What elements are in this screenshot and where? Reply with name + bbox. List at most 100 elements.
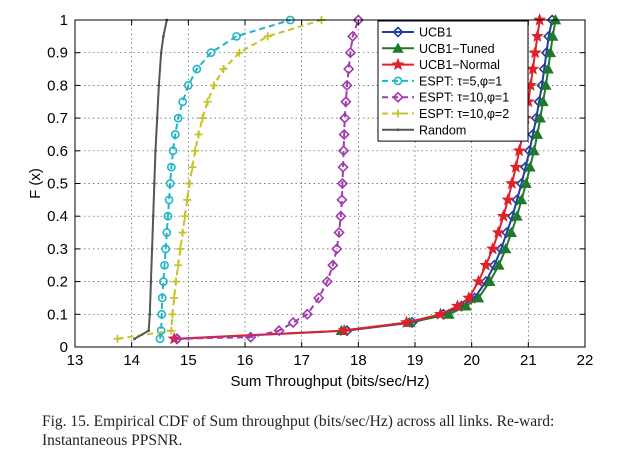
marker-shape bbox=[340, 96, 352, 108]
legend-marker bbox=[393, 76, 403, 86]
marker-shape bbox=[460, 300, 472, 311]
series-3-point bbox=[166, 162, 176, 172]
legend-label: Random bbox=[419, 123, 466, 137]
series-3-point bbox=[162, 228, 172, 237]
series-3-point bbox=[168, 146, 178, 156]
series-5-point bbox=[183, 195, 192, 204]
marker-shape bbox=[462, 291, 476, 304]
marker-shape bbox=[533, 13, 547, 26]
marker-shape bbox=[157, 309, 167, 319]
series-3-point bbox=[170, 130, 180, 139]
marker-shape bbox=[336, 194, 348, 206]
legend: UCB1 UCB1−Tuned UCB1−Normal ESPT: τ=5,φ=1 ES… bbox=[377, 20, 529, 142]
series-2-point bbox=[337, 323, 351, 337]
marker-shape bbox=[321, 275, 333, 288]
marker-shape bbox=[162, 228, 172, 237]
series-5-point bbox=[185, 179, 194, 188]
series-4-point bbox=[313, 292, 325, 304]
legend-entry: Random bbox=[382, 123, 466, 137]
legend-marker bbox=[392, 26, 404, 38]
series-1-point bbox=[520, 177, 532, 188]
series-1-point bbox=[544, 46, 557, 58]
series-2-point bbox=[528, 45, 542, 59]
marker-shape bbox=[443, 308, 455, 319]
series-5-point bbox=[219, 65, 228, 74]
series-1-point bbox=[460, 300, 472, 311]
marker-shape bbox=[528, 45, 542, 59]
x-tick-label: 16 bbox=[237, 352, 254, 369]
x-tick-label: 22 bbox=[577, 352, 594, 369]
series-3-point bbox=[165, 179, 175, 188]
marker-shape bbox=[183, 81, 193, 90]
series-4-point bbox=[171, 333, 183, 345]
series-1-point bbox=[499, 243, 512, 254]
legend-entry: UCB1−Normal bbox=[382, 57, 500, 72]
y-tick-label: 0.9 bbox=[47, 45, 68, 62]
series-3-point bbox=[173, 113, 183, 123]
marker-shape bbox=[343, 63, 355, 75]
series-3-point bbox=[206, 48, 216, 58]
marker-shape bbox=[337, 161, 349, 173]
series-6-line bbox=[134, 19, 168, 340]
marker-shape bbox=[148, 312, 152, 316]
legend-marker bbox=[396, 128, 400, 132]
marker-shape bbox=[336, 177, 349, 190]
figure-caption: Fig. 15. Empirical CDF of Sum throughput… bbox=[42, 413, 555, 449]
series-1-point bbox=[531, 128, 544, 139]
series-6-point bbox=[150, 247, 154, 251]
series-4-point bbox=[273, 325, 285, 337]
x-axis-label: Sum Throughput (bits/sec/Hz) bbox=[231, 373, 430, 390]
series-1-point bbox=[540, 79, 552, 90]
series-5-point bbox=[263, 32, 272, 41]
marker-shape bbox=[392, 26, 404, 38]
marker-shape bbox=[520, 177, 532, 188]
series-6-point bbox=[133, 337, 136, 341]
x-tick-label: 17 bbox=[293, 352, 310, 369]
marker-shape bbox=[161, 244, 171, 254]
marker-shape bbox=[168, 146, 178, 156]
series-1-point bbox=[472, 292, 485, 303]
series-4-point bbox=[321, 275, 333, 288]
series-4-point bbox=[347, 30, 359, 42]
marker-shape bbox=[157, 84, 161, 87]
series-2-point bbox=[526, 62, 540, 75]
series-1-point bbox=[534, 112, 546, 123]
series-1-point bbox=[547, 30, 559, 41]
series-3-point bbox=[232, 31, 241, 41]
marker-shape bbox=[544, 46, 557, 58]
series-3 bbox=[155, 15, 295, 344]
marker-shape bbox=[391, 57, 405, 71]
series-5-line bbox=[117, 19, 322, 340]
marker-shape bbox=[537, 95, 549, 107]
series-5-point bbox=[171, 277, 180, 286]
cdf-chart: 13 14 15 16 17 18 19 20 21 22 0 0.1 0.2 0.3 0.4 0.5 0.6 0… bbox=[27, 12, 594, 390]
series-3-point bbox=[157, 309, 167, 319]
series-2-point bbox=[491, 225, 505, 239]
marker-shape bbox=[337, 145, 350, 157]
legend-label: UCB1−Tuned bbox=[419, 42, 495, 56]
series-3-point bbox=[156, 326, 166, 336]
series-5-point bbox=[235, 48, 244, 57]
series-2-point bbox=[471, 274, 485, 288]
x-tick-label: 21 bbox=[520, 352, 537, 369]
y-tick-label: 0.6 bbox=[47, 143, 68, 160]
series-4-point bbox=[338, 128, 350, 141]
marker-shape bbox=[479, 258, 493, 271]
y-tick-label: 0.5 bbox=[47, 176, 68, 193]
marker-shape bbox=[451, 299, 464, 312]
marker-shape bbox=[339, 112, 351, 124]
marker-shape bbox=[151, 214, 155, 218]
series-2-point bbox=[533, 13, 547, 26]
marker-shape bbox=[400, 315, 413, 328]
series-6-point bbox=[147, 329, 151, 333]
series-5-point bbox=[167, 326, 176, 335]
series-3-point bbox=[183, 81, 193, 90]
legend-label: UCB1 bbox=[419, 26, 452, 40]
y-tick-label: 0.8 bbox=[47, 77, 68, 94]
series-5-point bbox=[198, 114, 207, 123]
series-5-point bbox=[168, 310, 177, 319]
marker-shape bbox=[524, 161, 536, 172]
marker-shape bbox=[301, 308, 313, 320]
y-axis-label: F (x) bbox=[27, 168, 44, 199]
legend-entry: ESPT: τ=10,φ=2 bbox=[382, 107, 509, 121]
